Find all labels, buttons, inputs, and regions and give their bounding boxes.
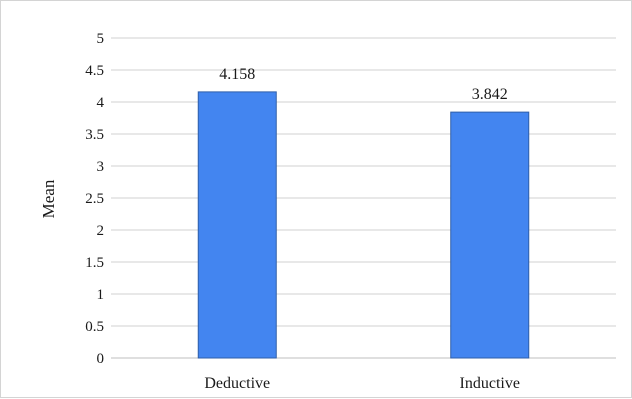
y-tick-label: 0 <box>97 351 105 367</box>
y-tick-label: 2.5 <box>85 191 104 207</box>
data-label-deductive: 4.158 <box>219 66 255 83</box>
y-tick-label: 3 <box>97 159 105 175</box>
data-labels: 4.158 3.842 <box>219 66 508 103</box>
bars <box>197 91 530 359</box>
x-axis-categories: Deductive Inductive <box>204 375 520 392</box>
y-tick-label: 1.5 <box>85 255 104 271</box>
bar-inductive <box>450 111 530 359</box>
y-axis-ticks: 0 0.5 1 1.5 2 2.5 3 3.5 4 4.5 5 <box>85 31 104 367</box>
y-tick-label: 2 <box>97 223 105 239</box>
y-tick-label: 5 <box>97 31 105 47</box>
x-category-label: Inductive <box>460 375 520 392</box>
data-label-inductive: 3.842 <box>472 86 508 103</box>
y-axis-title: Mean <box>39 179 58 218</box>
x-category-label: Deductive <box>204 375 270 392</box>
y-tick-label: 4 <box>97 95 105 111</box>
bar-deductive <box>197 91 277 359</box>
y-tick-label: 3.5 <box>85 127 104 143</box>
y-tick-label: 1 <box>97 287 105 303</box>
gridlines <box>111 37 616 359</box>
y-tick-label: 0.5 <box>85 319 104 335</box>
y-tick-label: 4.5 <box>85 63 104 79</box>
